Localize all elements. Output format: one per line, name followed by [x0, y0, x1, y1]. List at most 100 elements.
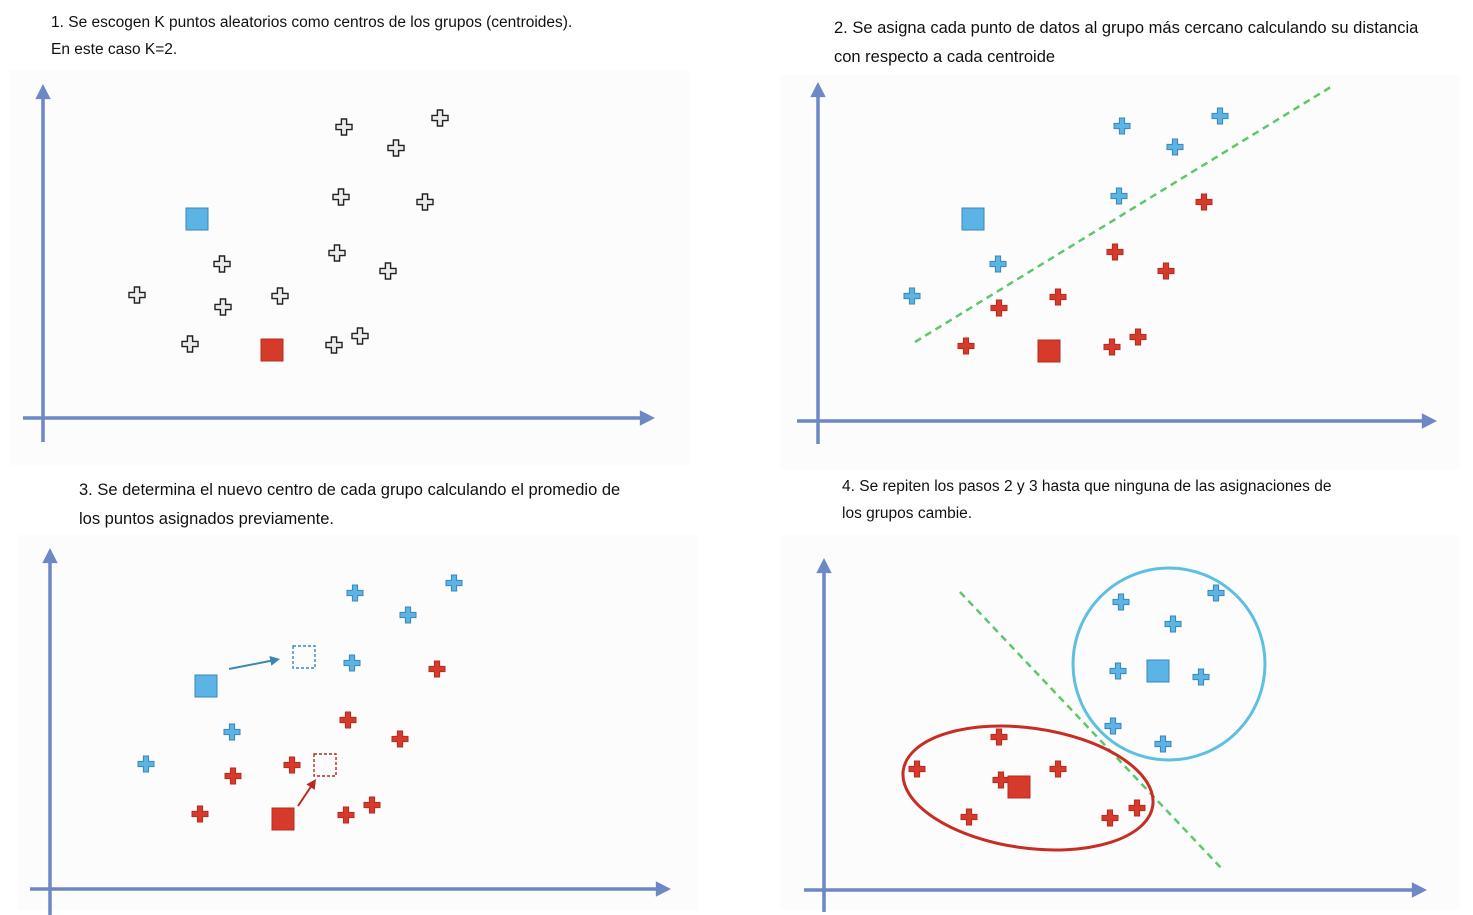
move-arrow-icon — [306, 779, 316, 790]
plus-cross-icon — [1128, 799, 1146, 817]
y-axis-arrow-icon — [42, 548, 58, 564]
centroid-square-icon — [271, 807, 295, 831]
plus-cross-icon — [343, 654, 361, 672]
plus-cross-icon — [1104, 717, 1122, 735]
plus-cross-icon — [1101, 809, 1119, 827]
caption-line: 2. Se asigna cada punto de datos al grup… — [834, 19, 1419, 37]
plus-cross-icon — [379, 262, 397, 280]
plus-cross-icon — [1195, 193, 1213, 211]
cluster-red-ellipse — [901, 724, 1155, 852]
plus-cross-icon — [387, 139, 405, 157]
decision-boundary-line — [959, 591, 1224, 871]
panel-4-caption: 4. Se repiten los pasos 2 y 3 hasta que … — [842, 473, 1331, 527]
panel-4-plot — [804, 558, 1427, 912]
plus-cross-icon — [957, 337, 975, 355]
plus-cross-icon — [191, 805, 209, 823]
plus-cross-icon — [1154, 735, 1172, 753]
plus-cross-icon — [224, 767, 242, 785]
plus-cross-icon — [337, 806, 355, 824]
new-centroid-dashed-square-icon — [292, 645, 316, 669]
plus-cross-icon — [335, 118, 353, 136]
panel-1-caption: 1. Se escogen K puntos aleatorios como c… — [51, 9, 572, 63]
move-arrow-icon-shaft — [228, 659, 275, 670]
plus-cross-icon — [271, 287, 289, 305]
plus-cross-icon — [399, 606, 417, 624]
plus-cross-icon — [1192, 668, 1210, 686]
move-arrow-icon — [269, 655, 280, 666]
caption-line: con respecto a cada centroide — [834, 48, 1056, 66]
plus-cross-icon — [328, 244, 346, 262]
plus-cross-icon — [283, 756, 301, 774]
plus-cross-icon — [989, 255, 1007, 273]
centroid-square-icon — [1007, 775, 1031, 799]
plus-cross-icon — [1049, 288, 1067, 306]
panel-3-plot — [30, 548, 671, 915]
plus-cross-icon — [339, 711, 357, 729]
plus-cross-icon — [1157, 262, 1175, 280]
panel-2-plot — [797, 82, 1437, 444]
plus-cross-icon — [213, 255, 231, 273]
centroid-square-icon — [961, 207, 985, 231]
caption-line: 1. Se escogen K puntos aleatorios como c… — [51, 14, 573, 31]
centroid-square-icon — [260, 338, 284, 362]
plus-cross-icon — [1129, 328, 1147, 346]
plus-cross-icon — [1113, 117, 1131, 135]
plus-cross-icon — [1106, 243, 1124, 261]
x-axis-arrow-icon — [1411, 882, 1427, 898]
panel-1-background — [10, 70, 690, 465]
plus-cross-icon — [1109, 662, 1127, 680]
decision-boundary-line — [914, 83, 1335, 344]
plus-cross-icon — [903, 287, 921, 305]
y-axis-arrow-icon — [810, 82, 826, 98]
plus-cross-icon — [908, 760, 926, 778]
x-axis-arrow-icon — [639, 410, 655, 426]
plus-cross-icon — [960, 808, 978, 826]
caption-line: 3. Se determina el nuevo centro de cada … — [79, 481, 621, 499]
plus-cross-icon — [1110, 187, 1128, 205]
plus-cross-icon — [332, 188, 350, 206]
new-centroid-dashed-square-icon — [313, 753, 337, 777]
panel-1-plot — [23, 84, 655, 442]
plus-cross-icon — [992, 771, 1010, 789]
plus-cross-icon — [128, 286, 146, 304]
caption-line: En este caso K=2. — [51, 41, 178, 58]
panel-2-background — [780, 75, 1460, 470]
plus-cross-icon — [990, 728, 1008, 746]
caption-line: los grupos cambie. — [842, 505, 973, 522]
plus-cross-icon — [1207, 584, 1225, 602]
cluster-blue-circle — [1071, 566, 1267, 762]
plus-cross-icon — [416, 193, 434, 211]
plus-cross-icon — [391, 730, 409, 748]
caption-line: los puntos asignados previamente. — [79, 510, 334, 528]
plus-cross-icon — [363, 796, 381, 814]
plus-cross-icon — [1211, 107, 1229, 125]
panel-2-caption: 2. Se asigna cada punto de datos al grup… — [834, 14, 1418, 72]
plus-cross-icon — [431, 109, 449, 127]
plus-cross-icon — [1103, 338, 1121, 356]
plus-cross-icon — [1166, 138, 1184, 156]
centroid-square-icon — [185, 207, 209, 231]
caption-line: 4. Se repiten los pasos 2 y 3 hasta que … — [842, 478, 1332, 495]
plus-cross-icon — [428, 660, 446, 678]
x-axis-arrow-icon — [1421, 413, 1437, 429]
plus-cross-icon — [1164, 615, 1182, 633]
move-arrow-icon-shaft — [297, 783, 314, 807]
centroid-square-icon — [194, 674, 218, 698]
plus-cross-icon — [223, 723, 241, 741]
centroid-square-icon — [1037, 339, 1061, 363]
plus-cross-icon — [214, 298, 232, 316]
plus-cross-icon — [1112, 593, 1130, 611]
centroid-square-icon — [1146, 659, 1170, 683]
panel-3-caption: 3. Se determina el nuevo centro de cada … — [79, 476, 620, 534]
plus-cross-icon — [137, 755, 155, 773]
plus-cross-icon — [445, 574, 463, 592]
plus-cross-icon — [181, 335, 199, 353]
plus-cross-icon — [325, 336, 343, 354]
plus-cross-icon — [346, 584, 364, 602]
x-axis-arrow-icon — [655, 881, 671, 897]
plus-cross-icon — [990, 299, 1008, 317]
plus-cross-icon — [1049, 760, 1067, 778]
plus-cross-icon — [351, 327, 369, 345]
y-axis-arrow-icon — [816, 558, 832, 574]
